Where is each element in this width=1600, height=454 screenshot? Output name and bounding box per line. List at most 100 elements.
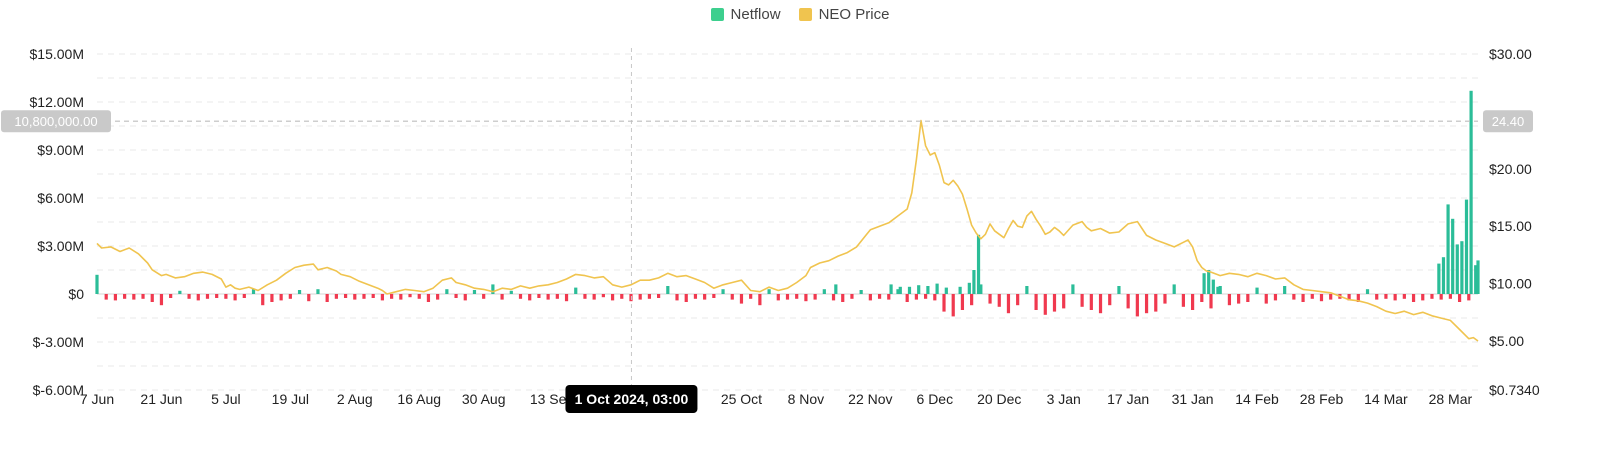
netflow-bar-20 [279,294,283,301]
netflow-bar-158 [926,286,930,294]
netflow-bar-9 [178,290,182,294]
netflow-bar-169 [1451,218,1455,294]
netflow-bar-16 [242,294,246,298]
netflow-bar-46 [518,294,523,299]
netflow-bar-122 [1218,286,1222,294]
netflow-bar-27 [343,294,348,298]
crosshair: 10,800,000.00 24.40 1 Oct 2024, 03:00 [1,48,1533,413]
x-tick-label-3: 19 Jul [272,391,309,407]
netflow-bar-86 [887,294,891,300]
crosshair-left-value: 10,800,000.00 [14,114,97,129]
netflow-bar-159 [935,283,939,294]
netflow-bar-143 [1411,294,1416,302]
netflow-bar-133 [1319,294,1324,302]
netflow-bar-29 [362,294,366,299]
netflow-bar-97 [988,294,992,304]
netflow-bar-156 [834,284,838,294]
x-tick-label-17: 28 Feb [1300,391,1344,407]
legend-label-price: NEO Price [818,6,890,23]
netflow-bar-148 [1457,294,1462,302]
netflow-bar-118 [1181,294,1185,307]
crosshair-right-value: 24.40 [1492,114,1525,129]
netflow-bar-68 [721,289,725,294]
netflow-bar-165 [1216,286,1220,294]
x-tick-label-12: 20 Dec [977,391,1021,407]
netflow-bar-146 [1439,294,1443,300]
left-tick-label-2: $9.00M [37,142,84,158]
crosshair-date-label: 1 Oct 2024, 03:00 [575,391,689,407]
netflow-bar-154 [958,286,962,294]
netflow-bar-172 [1464,199,1469,294]
netflow-bar-74 [776,294,780,301]
netflow-bar-83 [859,290,863,294]
netflow-bar-162 [1202,273,1206,294]
netflow-bar-104 [1052,294,1057,312]
netflow-bar-44 [500,294,504,300]
netflow-bar-61 [657,294,661,298]
x-tick-label-4: 2 Aug [337,391,373,407]
netflow-bar-137 [1356,294,1360,302]
netflow-bar-60 [647,294,651,299]
netflow-bar-109 [1098,294,1103,314]
netflow-bar-134 [1329,294,1333,300]
netflow-bar-82 [850,294,854,299]
netflow-bar-66 [703,294,707,300]
right-tick-label-5: $0.7340 [1489,382,1540,398]
netflow-bar-0 [95,274,99,294]
x-tick-label-1: 21 Jun [140,391,182,407]
netflow-bar-164 [1211,279,1215,294]
x-tick-label-10: 22 Nov [848,391,892,407]
netflow-bar-47 [528,294,532,301]
netflow-bar-152 [967,282,971,294]
netflow-bar-93 [951,294,955,317]
x-tick-label-14: 17 Jan [1107,391,1149,407]
netflow-bar-112 [1126,294,1130,309]
netflow-bar-21 [288,294,292,299]
netflow-bar-55 [601,294,605,298]
netflow-bar-136 [1347,294,1351,301]
netflow-bar-147 [1448,294,1452,299]
netflow-bar-8 [169,294,173,298]
netflow-bar-155 [907,286,912,294]
netflow-bar-37 [436,294,440,300]
netflow-bar-62 [666,286,670,294]
legend-item-price[interactable]: NEO Price [798,6,890,23]
x-tick-label-19: 28 Mar [1429,391,1473,407]
x-tick-label-9: 8 Nov [788,391,825,407]
netflow-bar-142 [1402,294,1406,299]
netflow-bar-59 [638,294,642,300]
netflow-bar-65 [693,294,698,299]
netflow-bar-166 [1437,263,1441,294]
x-tick-label-15: 31 Jan [1172,391,1214,407]
netflow-bar-115 [1154,294,1158,312]
netflow-bar-22 [297,290,302,294]
x-tick-label-2: 5 Jul [211,391,241,407]
netflow-bar-119 [1190,294,1195,310]
netflow-bar-145 [1430,294,1434,299]
crosshair-right-tag [1483,110,1533,133]
grid-lines [97,53,1478,391]
netflow-bar-57 [620,294,624,299]
netflow-bar-132 [1310,294,1314,299]
netflow-bar-70 [739,294,744,304]
x-tick-label-13: 3 Jan [1047,391,1081,407]
netflow-bar-4 [132,294,136,300]
netflow-bar-113 [1135,294,1139,317]
netflow-bar-11 [196,294,200,301]
netflow-bar-32 [390,294,394,299]
netflow-bar-168 [1446,204,1450,294]
netflow-bar-95 [970,294,974,306]
netflow-bar-43 [491,284,495,294]
chart-legend: Netflow NEO Price [0,6,1600,23]
netflow-bar-13 [215,294,219,298]
netflow-bar-150 [976,234,981,294]
netflow-bar-131 [1301,294,1305,302]
netflow-swatch [710,8,724,21]
left-tick-label-4: $3.00M [37,238,84,254]
netflow-bar-125 [1246,294,1250,302]
right-tick-label-1: $20.00 [1489,161,1532,177]
legend-item-netflow[interactable]: Netflow [710,6,781,23]
netflow-bar-79 [822,289,826,294]
crosshair-date-tag [565,385,698,413]
